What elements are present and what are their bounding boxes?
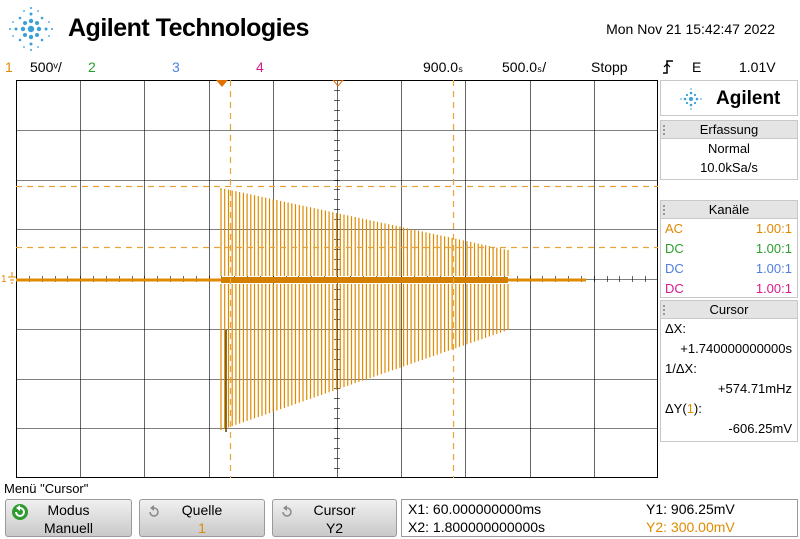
agilent-spark-small-icon [680,88,702,110]
agilent-spark-logo-icon [9,7,53,51]
y1-readout: Y1: 906.25mV [646,501,735,517]
y2-readout: Y2: 300.00mV [646,519,735,535]
cursor-box: Cursor ΔX: +1.740000000000s 1/ΔX: +574.7… [660,300,798,442]
cursor-lines[interactable] [16,80,658,478]
menu-title: Menü "Cursor" [4,481,89,496]
delta-x-label-row: ΔX: [661,319,797,339]
agilent-logo-box: Agilent [660,80,798,116]
status-bar: 1 500ᵛ/ 2 3 4 900.0ₛ 500.0ₛ/ Stopp E 1.0… [0,58,800,78]
softkey-mode[interactable]: Modus Manuell [5,499,132,537]
rising-edge-icon [662,58,674,79]
x2-readout: X2: 1.800000000000s [408,519,546,535]
cursor-readout: X1: 60.000000000ms X2: 1.800000000000s Y… [401,499,798,537]
channel-row-4: DC 1.00:1 [661,279,797,299]
knob-icon [282,505,292,517]
sample-rate: 10.0kSa/s [700,160,758,175]
softkey-cursor[interactable]: Cursor Y2 [272,499,397,537]
acquisition-box: Erfassung Normal 10.0kSa/s [660,120,798,180]
brand-title: Agilent Technologies [68,14,309,42]
channel-row-1: AC 1.00:1 [661,219,797,239]
ch4-probe: 1.00:1 [755,281,792,296]
channel-row-2: DC 1.00:1 [661,239,797,259]
channels-box: Kanäle AC 1.00:1 DC 1.00:1 DC 1.00:1 DC 1.00… [660,200,798,298]
knob-icon [149,505,159,517]
softkey-cursor-label: Cursor [313,502,356,518]
channel-1-scale[interactable]: 500ᵛ/ [30,59,62,75]
delta-y-channel: 1 [686,401,694,416]
time-position[interactable]: 900.0ₛ [423,59,464,75]
delta-y-label: ΔY(1): [665,399,702,419]
channel-1-number[interactable]: 1 [5,59,13,75]
cursor-title: Cursor [661,301,797,319]
channel-row-3: DC 1.00:1 [661,259,797,279]
ch3-probe: 1.00:1 [755,261,792,276]
channels-title: Kanäle [661,201,797,219]
channel-4-number[interactable]: 4 [256,59,264,75]
ch1-ground-marker-icon[interactable]: 1 [1,272,16,286]
datetime: Mon Nov 21 15:42:47 2022 [606,21,775,37]
time-reference-marker-icon [332,80,344,87]
softkey-mode-value: Manuell [43,520,94,536]
ch3-coupling: DC [665,261,684,276]
inv-delta-x-label-row: 1/ΔX: [661,359,797,379]
waveform-display[interactable] [16,80,658,478]
agilent-logo-text: Agilent [716,88,781,109]
inv-delta-x-value: +574.71mHz [717,381,792,396]
time-scale[interactable]: 500.0ₛ/ [502,59,547,75]
trigger-mode: E [692,59,702,75]
run-state: Stopp [591,59,628,75]
delta-y-prefix: ΔY( [665,401,687,416]
inv-delta-x-value-row: +574.71mHz [661,379,797,399]
delta-y-label-row: ΔY(1): [661,399,797,419]
softkey-source-value: 1 [198,520,206,536]
channel-2-number[interactable]: 2 [88,59,96,75]
delta-y-value: -606.25mV [728,421,792,436]
channel-3-number[interactable]: 3 [172,59,180,75]
inv-delta-x-label: 1/ΔX: [665,361,697,376]
delta-y-suffix: ): [693,401,702,416]
knob-icon [12,504,28,520]
delta-x-value-row: +1.740000000000s [661,339,797,359]
softkey-source[interactable]: Quelle 1 [139,499,265,537]
ch1-probe: 1.00:1 [755,221,792,236]
delta-x-label: ΔX: [665,321,686,336]
x1-readout: X1: 60.000000000ms [408,501,542,517]
delta-y-value-row: -606.25mV [661,419,797,439]
trigger-level[interactable]: 1.01V [739,59,776,75]
channel-1-trace [16,188,586,432]
softkey-cursor-value: Y2 [325,520,344,536]
side-panel: Agilent Erfassung Normal 10.0kSa/s Kanäl… [660,80,800,478]
softkey-mode-label: Modus [47,502,90,518]
ch2-probe: 1.00:1 [755,241,792,256]
svg-text:1: 1 [1,274,7,285]
acquisition-mode: Normal [708,141,750,156]
acquisition-title: Erfassung [661,121,797,139]
ch2-coupling: DC [665,241,684,256]
waveform-graticule [16,80,658,478]
delta-x-value: +1.740000000000s [680,341,792,356]
softkey-source-label: Quelle [181,502,223,518]
ch1-coupling: AC [665,221,684,236]
ch4-coupling: DC [665,281,684,296]
header: Agilent Technologies Mon Nov 21 15:42:47… [0,0,800,58]
trigger-position-marker-icon [216,80,228,87]
